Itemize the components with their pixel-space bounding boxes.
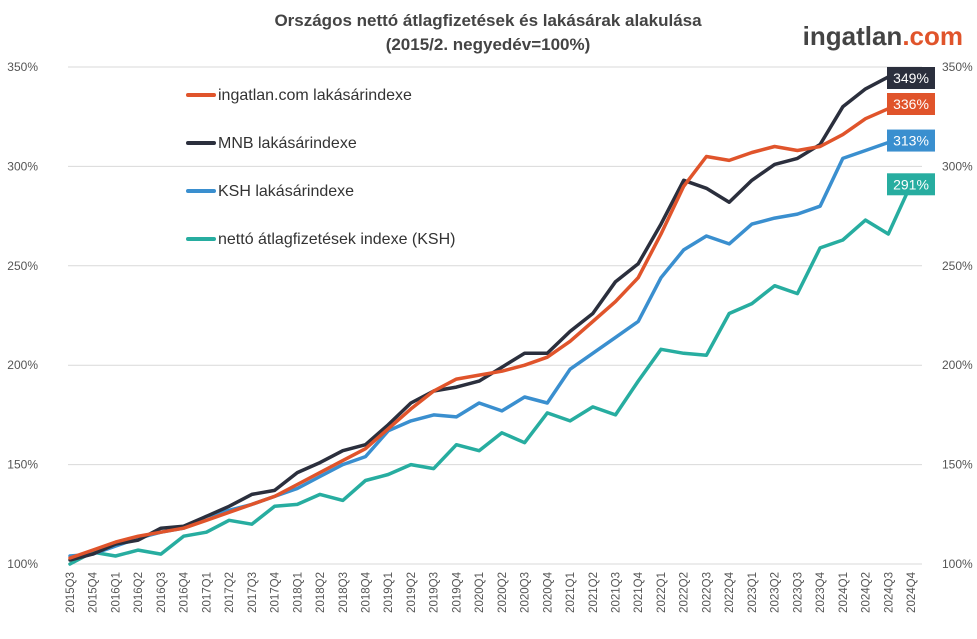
x-tick-label: 2024Q3 [883, 572, 895, 613]
y-tick-label-left: 250% [7, 259, 38, 273]
x-tick-label: 2018Q2 [315, 572, 327, 613]
legend: ingatlan.com lakásárindexe MNB lakásárind… [186, 87, 455, 248]
x-tick-label: 2018Q4 [360, 571, 372, 613]
x-tick-label: 2017Q3 [247, 572, 259, 613]
x-tick-label: 2017Q1 [201, 572, 213, 613]
end-label: 313% [893, 133, 929, 149]
legend-label: ingatlan.com lakásárindexe [218, 87, 412, 104]
x-tick-label: 2019Q1 [383, 572, 395, 613]
x-tick-label: 2022Q4 [724, 571, 736, 613]
x-tick-label: 2019Q4 [451, 571, 463, 613]
x-tick-label: 2016Q1 [110, 572, 122, 613]
y-tick-label-right: 100% [942, 557, 973, 571]
legend-label: nettó átlagfizetések indexe (KSH) [218, 231, 455, 248]
y-axis-right: 100% 150% 200% 250% 300% 350% [942, 60, 973, 571]
x-tick-label: 2022Q3 [701, 572, 713, 613]
legend-label: MNB lakásárindexe [218, 135, 357, 152]
x-tick-label: 2015Q4 [88, 571, 100, 613]
x-tick-label: 2021Q2 [588, 572, 600, 613]
x-tick-label: 2024Q2 [861, 572, 873, 613]
x-tick-label: 2018Q3 [338, 572, 350, 613]
series-lines [68, 67, 913, 566]
brand-logo-name: ingatlan [803, 21, 903, 51]
x-tick-label: 2023Q2 [770, 572, 782, 613]
y-axis-left: 100% 150% 200% 250% 300% 350% [7, 60, 38, 571]
end-label-box [887, 93, 935, 115]
gridlines [68, 66, 922, 565]
y-tick-label-left: 300% [7, 159, 38, 173]
brand-logo: ingatlan.com [803, 21, 963, 51]
x-tick-label: 2020Q4 [542, 571, 554, 613]
legend-label: KSH lakásárindexe [218, 183, 354, 200]
x-tick-label: 2017Q4 [270, 571, 282, 613]
x-axis: 2015Q3 2015Q4 2016Q1 2016Q2 2016Q3 2016Q4 2017… [65, 571, 918, 613]
x-tick-label: 2022Q1 [656, 572, 668, 613]
brand-logo-suffix: .com [902, 21, 963, 51]
chart-title: Országos nettó átlagfizetések és lakásár… [274, 11, 702, 30]
end-label: 349% [893, 70, 929, 86]
series-line [68, 182, 913, 566]
x-tick-label: 2023Q4 [815, 571, 827, 613]
x-tick-label: 2016Q2 [133, 572, 145, 613]
x-tick-label: 2018Q1 [292, 572, 304, 613]
series-line [68, 93, 913, 560]
y-tick-label-left: 350% [7, 60, 38, 74]
x-tick-label: 2022Q2 [679, 572, 691, 613]
y-tick-label-right: 200% [942, 358, 973, 372]
x-tick-label: 2024Q1 [838, 572, 850, 613]
x-tick-label: 2021Q4 [633, 571, 645, 613]
y-tick-label-right: 300% [942, 159, 973, 173]
x-tick-label: 2017Q2 [224, 572, 236, 613]
end-label: 291% [893, 176, 929, 192]
end-label: 336% [893, 96, 929, 112]
end-label-box [887, 67, 935, 89]
x-tick-label: 2019Q3 [429, 572, 441, 613]
x-tick-label: 2024Q4 [906, 571, 918, 613]
x-tick-label: 2020Q1 [474, 572, 486, 613]
chart-subtitle: (2015/2. negyedév=100%) [386, 35, 591, 54]
end-label-box [887, 129, 935, 152]
x-tick-label: 2023Q1 [747, 572, 759, 613]
y-tick-label-right: 250% [942, 259, 973, 273]
x-tick-label: 2016Q3 [156, 572, 168, 613]
end-labels: 336% 349% 313% 291% [887, 67, 935, 196]
x-tick-label: 2021Q3 [611, 572, 623, 613]
y-tick-label-right: 350% [942, 60, 973, 74]
series-line [68, 138, 913, 558]
x-tick-label: 2020Q2 [497, 572, 509, 613]
end-label-box [887, 173, 935, 196]
x-tick-label: 2019Q2 [406, 572, 418, 613]
x-tick-label: 2021Q1 [565, 572, 577, 613]
y-tick-label-right: 150% [942, 458, 973, 472]
y-tick-label-left: 200% [7, 358, 38, 372]
x-tick-label: 2015Q3 [65, 572, 77, 613]
x-tick-label: 2016Q4 [179, 571, 191, 613]
y-tick-label-left: 150% [7, 458, 38, 472]
y-tick-label-left: 100% [7, 557, 38, 571]
x-tick-label: 2023Q3 [792, 572, 804, 613]
x-tick-label: 2020Q3 [520, 572, 532, 613]
